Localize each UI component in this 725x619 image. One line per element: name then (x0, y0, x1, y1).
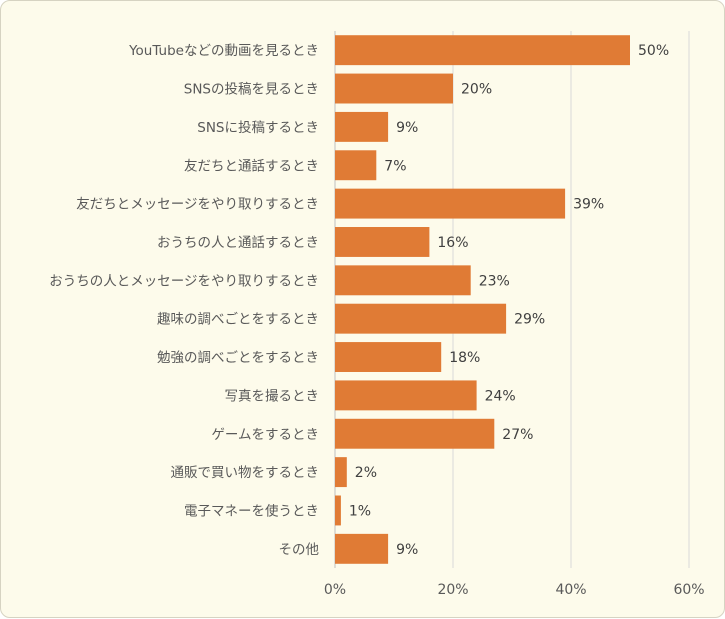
bar (335, 265, 471, 296)
category-label: おうちの人とメッセージをやり取りするとき (49, 273, 319, 289)
bar (335, 495, 341, 526)
bar (335, 188, 566, 219)
category-label: 友だちと通話するとき (184, 157, 319, 174)
category-label: SNSに投稿するとき (197, 120, 319, 136)
value-label: 24% (485, 388, 516, 404)
value-label: 1% (349, 503, 371, 519)
value-label: 39% (573, 197, 604, 213)
bar (335, 457, 347, 488)
category-label: 友だちとメッセージをやり取りするとき (76, 197, 319, 213)
gridlines (334, 31, 690, 568)
value-label: 20% (461, 82, 492, 98)
value-label: 50% (638, 43, 669, 59)
bar (335, 111, 389, 142)
x-tick-label: 20% (437, 582, 468, 598)
bar (335, 303, 507, 334)
x-tick-label: 0% (324, 582, 346, 598)
bar (335, 150, 377, 181)
category-label: 通販で買い物をするとき (171, 465, 320, 481)
x-axis-tick-labels: 0% 20% 40% 60% (324, 582, 705, 598)
bars (335, 35, 630, 564)
value-label: 23% (479, 273, 510, 289)
category-label: 趣味の調べごとをするとき (157, 312, 319, 328)
bar (335, 380, 477, 411)
x-tick-label: 40% (555, 582, 586, 598)
category-label: 勉強の調べごとをするとき (157, 350, 319, 366)
bar (335, 227, 430, 257)
category-labels: YouTubeなどの動画を見るとき SNSの投稿を見るとき SNSに投稿するとき友だ… (49, 43, 319, 558)
value-label: 2% (355, 465, 377, 481)
category-label: その他 (279, 542, 320, 558)
bar (335, 342, 442, 372)
bar (335, 35, 630, 66)
value-label: 29% (514, 312, 545, 328)
x-tick-label: 60% (673, 582, 704, 598)
category-label: SNSの投稿を見るとき (184, 82, 319, 98)
value-label: 7% (384, 158, 406, 174)
bar (335, 73, 453, 104)
value-label: 16% (437, 235, 468, 251)
category-label: 写真を撮るとき (225, 387, 320, 404)
value-label: 9% (396, 120, 418, 136)
value-labels: 50% 20% 9% 7% 39% 16% 23% 29% 18% 24% 27% 2% 1% 9% (349, 43, 669, 558)
category-label: YouTubeなどの動画を見るとき (128, 43, 319, 59)
value-label: 27% (502, 427, 533, 443)
value-label: 18% (449, 350, 480, 366)
bar (335, 418, 495, 449)
category-label: おうちの人と通話するとき (157, 234, 319, 251)
category-label: 電子マネーを使うとき (184, 502, 319, 519)
bar (335, 533, 389, 564)
value-label: 9% (396, 542, 418, 558)
category-label: ゲームをするとき (211, 427, 319, 443)
